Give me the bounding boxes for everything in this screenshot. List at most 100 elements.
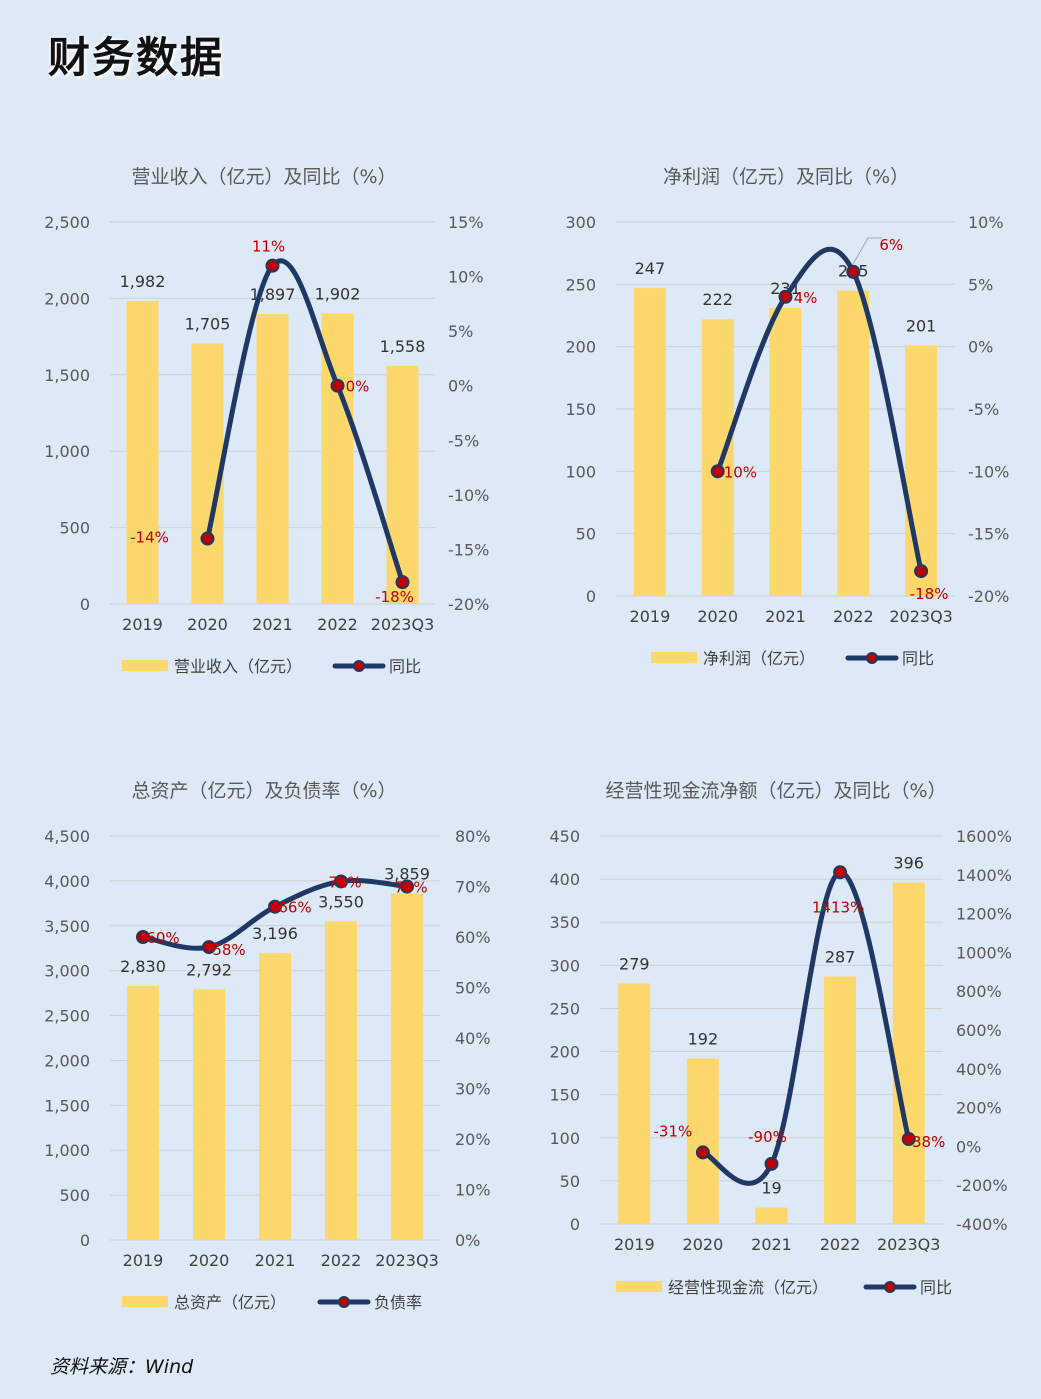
y-right-tick: 0%: [956, 1137, 981, 1156]
line-marker: [202, 940, 216, 955]
line-data-label: -31%: [654, 1122, 693, 1140]
x-tick: 2020: [187, 615, 228, 634]
chart-title: 净利润（亿元）及同比（%）: [663, 166, 909, 188]
y-right-tick: 1000%: [956, 943, 1012, 962]
line-data-label: -18%: [910, 585, 949, 603]
y-right-tick: 80%: [455, 827, 491, 846]
bar: [701, 319, 734, 596]
y-left-tick: 450: [549, 827, 580, 846]
line-data-label: 60%: [146, 929, 179, 947]
y-left-tick: 150: [565, 400, 596, 419]
y-right-tick: -10%: [968, 462, 1009, 481]
line-marker: [200, 531, 215, 546]
x-tick: 2021: [751, 1235, 792, 1254]
y-right-tick: 1200%: [956, 905, 1012, 924]
x-tick: 2019: [630, 607, 671, 626]
chart-4: 经营性现金流净额（亿元）及同比（%） 0 50 100 150 200 250 300 350 4…: [549, 780, 1011, 1297]
bar-data-label: 1,705: [185, 314, 231, 333]
legend-bar-swatch: [122, 660, 168, 671]
y-right-tick: -5%: [448, 431, 479, 450]
bar-data-label: 192: [688, 1029, 719, 1048]
y-left-tick: 1,000: [44, 442, 90, 461]
x-tick: 2021: [252, 615, 293, 634]
y-left-tick: 500: [59, 519, 90, 538]
y-right-tick: 1600%: [956, 827, 1012, 846]
y-right-tick: 1400%: [956, 866, 1012, 885]
line-marker: [400, 879, 414, 894]
x-tick: 2020: [697, 607, 738, 626]
line-series: [715, 246, 924, 574]
line-data-label: 1413%: [812, 898, 864, 916]
y-right-tick: 800%: [956, 982, 1002, 1001]
y-right-tick: 600%: [956, 1021, 1002, 1040]
legend-line-label: 同比: [902, 649, 934, 668]
y-right-tick: -200%: [956, 1176, 1008, 1195]
y-right-tick: 0%: [455, 1231, 480, 1250]
y-right-tick: -15%: [448, 540, 489, 559]
line-marker: [846, 264, 861, 279]
y-right-tick: 15%: [448, 213, 484, 232]
line-marker: [914, 564, 929, 579]
line-marker: [901, 1132, 916, 1147]
line-data-label: -14%: [130, 529, 169, 547]
y-right-tick: -400%: [956, 1215, 1008, 1234]
bar: [686, 1058, 719, 1224]
x-tick: 2023Q3: [889, 607, 953, 626]
line-data-label: 70%: [394, 879, 427, 897]
y-right-tick: 200%: [956, 1099, 1002, 1118]
legend-bar-swatch: [651, 652, 697, 663]
y-left-tick: 0: [570, 1215, 580, 1234]
x-tick: 2021: [255, 1251, 296, 1270]
bar: [824, 976, 857, 1224]
y-right-tick: 5%: [968, 275, 993, 294]
line-marker: [330, 378, 345, 393]
y-left-tick: 0: [80, 1231, 90, 1250]
bar: [127, 985, 159, 1240]
legend-bar-swatch: [616, 1281, 662, 1292]
x-tick: 2022: [321, 1251, 362, 1270]
y-right-tick: -15%: [968, 525, 1009, 544]
y-left-tick: 0: [586, 587, 596, 606]
y-left-tick: 3,500: [44, 917, 90, 936]
y-left-tick: 200: [565, 338, 596, 357]
line-data-label: 66%: [278, 899, 311, 917]
line-data-label: -18%: [375, 588, 414, 606]
bar: [259, 953, 291, 1240]
y-right-tick: 70%: [455, 878, 491, 897]
bar-data-label: 1,982: [120, 272, 166, 291]
y-left-tick: 100: [549, 1129, 580, 1148]
bar: [193, 989, 225, 1240]
legend-line-label: 同比: [389, 657, 421, 676]
line-marker: [395, 575, 410, 590]
bar: [325, 921, 357, 1240]
y-right-tick: -20%: [448, 595, 489, 614]
y-right-tick: 400%: [956, 1060, 1002, 1079]
x-tick: 2022: [317, 615, 358, 634]
bar-data-label: 3,550: [318, 892, 364, 911]
bar-data-label: 279: [619, 954, 650, 973]
bar-data-label: 1,902: [315, 284, 361, 303]
x-tick: 2021: [765, 607, 806, 626]
line-marker: [833, 865, 848, 880]
y-left-tick: 2,000: [44, 289, 90, 308]
y-left-tick: 1,500: [44, 366, 90, 385]
x-tick: 2023Q3: [877, 1235, 941, 1254]
bar: [386, 365, 419, 604]
legend-bar-label: 营业收入（亿元）: [174, 657, 302, 676]
y-right-tick: 10%: [455, 1181, 491, 1200]
bar: [126, 301, 159, 604]
y-left-tick: 2,500: [44, 1007, 90, 1026]
chart-1: 营业收入（亿元）及同比（%） 0 500 1,000 1,500 2,000 2,500 -2…: [44, 166, 489, 676]
y-left-tick: 0: [80, 595, 90, 614]
x-tick: 2020: [683, 1235, 724, 1254]
x-tick: 2019: [123, 1251, 164, 1270]
bar: [618, 983, 651, 1224]
y-right-tick: 0%: [448, 377, 473, 396]
y-right-tick: 50%: [455, 979, 491, 998]
legend-bar-swatch: [122, 1296, 168, 1307]
bar-data-label: 287: [825, 948, 856, 967]
bar-data-label: 1,558: [380, 337, 426, 356]
bar: [905, 345, 938, 596]
line-data-label: 11%: [252, 238, 285, 256]
source-note: 资料来源：Wind: [50, 1356, 194, 1378]
